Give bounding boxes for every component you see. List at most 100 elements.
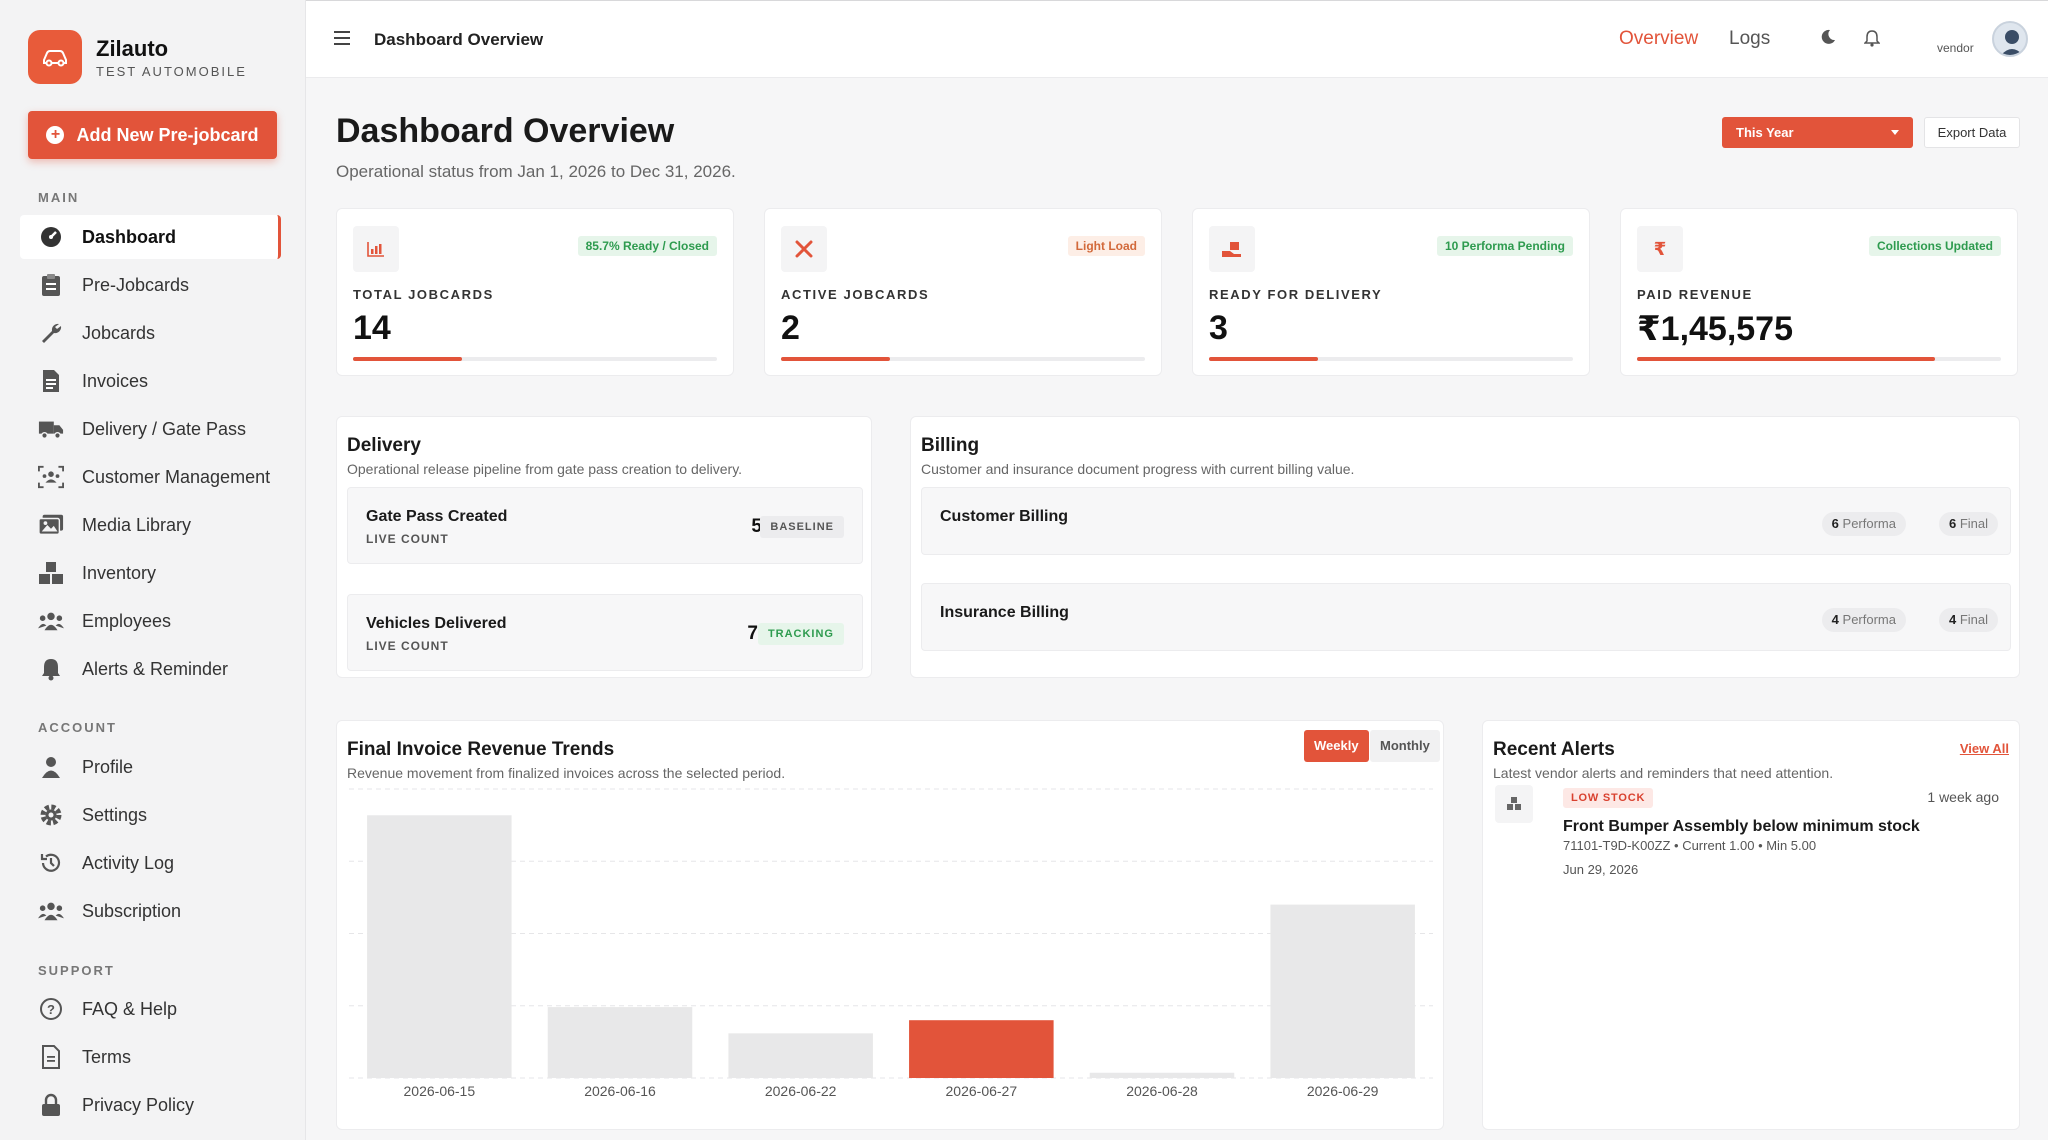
dashboard-icon (38, 224, 64, 250)
billing-subtitle: Customer and insurance document progress… (921, 461, 1355, 477)
sidebar-item-label: Activity Log (82, 852, 175, 873)
delivery-row-vehicles-delivered[interactable]: Vehicles Delivered LIVE COUNT 7 TRACKING (347, 594, 863, 671)
section-label-support: SUPPORT (38, 963, 115, 978)
view-all-link[interactable]: View All (1959, 741, 2009, 756)
sidebar-item-dashboard[interactable]: Dashboard (20, 215, 281, 259)
delivery-row-gate-pass[interactable]: Gate Pass Created LIVE COUNT 5 BASELINE (347, 487, 863, 564)
sidebar-item-privacy[interactable]: Privacy Policy (20, 1083, 281, 1127)
export-data-button[interactable]: Export Data (1924, 117, 2020, 148)
truck-icon (38, 416, 64, 442)
chart-bar[interactable] (547, 1007, 693, 1078)
user-name: vendor (1937, 41, 1974, 55)
stat-label: TOTAL JOBCARDS (353, 287, 494, 302)
bell-icon (38, 656, 64, 682)
monthly-toggle[interactable]: Monthly (1370, 730, 1440, 762)
sidebar-item-profile[interactable]: Profile (20, 745, 281, 789)
alert-time: 1 week ago (1927, 789, 1999, 805)
billing-row-customer[interactable]: Customer Billing 6 Performa 6 Final (921, 487, 2011, 555)
progress-bar (781, 357, 1145, 361)
sidebar-item-customer-management[interactable]: Customer Management (20, 455, 281, 499)
boxes-icon (38, 560, 64, 586)
row-subtitle: LIVE COUNT (366, 639, 449, 653)
tab-overview[interactable]: Overview (1619, 28, 1699, 49)
row-title: Customer Billing (940, 508, 1069, 525)
sidebar-item-jobcards[interactable]: Jobcards (20, 311, 281, 355)
row-tag: TRACKING (757, 623, 844, 645)
brand[interactable]: Zilauto TEST AUTOMOBILE (28, 30, 247, 84)
row-title: Vehicles Delivered (366, 615, 507, 632)
car-logo-icon (28, 30, 82, 84)
sidebar-item-terms[interactable]: Terms (20, 1035, 281, 1079)
performa-label: Performa (1842, 516, 1896, 531)
billing-row-insurance[interactable]: Insurance Billing 4 Performa 4 Final (921, 583, 2011, 651)
delivery-title: Delivery (347, 435, 421, 456)
row-title: Insurance Billing (940, 604, 1069, 621)
sidebar-item-pre-jobcards[interactable]: Pre-Jobcards (20, 263, 281, 307)
sidebar-item-label: Privacy Policy (82, 1094, 195, 1115)
chart-bar[interactable] (909, 1020, 1054, 1078)
images-icon (38, 512, 64, 538)
final-pill: 6 Final (1938, 512, 1998, 536)
avatar[interactable] (1992, 21, 2028, 57)
chart-bar[interactable] (1270, 904, 1415, 1078)
chart-bar[interactable] (728, 1033, 873, 1078)
sidebar-item-faq[interactable]: ? FAQ & Help (20, 987, 281, 1031)
x-tick-label: 2026-06-29 (1307, 1083, 1379, 1099)
alert-meta: 71101-T9D-K00ZZ • Current 1.00 • Min 5.0… (1563, 838, 1817, 853)
revenue-bar-chart: 2026-06-15 2026-06-16 2026-06-22 2026-06-27… (349, 788, 1433, 1099)
topbar: Dashboard Overview Overview Logs vendor (306, 0, 2048, 78)
x-tick-label: 2026-06-28 (1126, 1083, 1198, 1099)
weekly-toggle[interactable]: Weekly (1304, 730, 1369, 762)
notification-bell-icon[interactable] (1863, 29, 1881, 52)
page-subtitle: Operational status from Jan 1, 2026 to D… (336, 162, 736, 181)
sidebar-item-label: Terms (82, 1046, 131, 1067)
chart-bar[interactable] (1089, 1072, 1235, 1078)
sidebar-item-delivery[interactable]: Delivery / Gate Pass (20, 407, 281, 451)
inventory-alert-icon (1495, 785, 1533, 823)
status-badge: 10 Performa Pending (1436, 236, 1573, 256)
menu-icon[interactable] (334, 31, 350, 50)
wrench-icon (38, 320, 64, 346)
page-title: Dashboard Overview (336, 112, 675, 150)
progress-fill (353, 357, 463, 361)
lock-icon (38, 1092, 64, 1118)
x-tick-label: 2026-06-27 (946, 1083, 1018, 1099)
chart-bar[interactable] (367, 815, 512, 1078)
sidebar-item-label: Subscription (82, 900, 182, 921)
final-count: 4 (1948, 612, 1957, 627)
user-icon (38, 754, 64, 780)
sidebar-item-inventory[interactable]: Inventory (20, 551, 281, 595)
history-icon (38, 850, 64, 876)
progress-bar (1637, 357, 2001, 361)
users-icon (38, 608, 64, 634)
row-count: 5 (751, 516, 762, 537)
sidebar-item-activity-log[interactable]: Activity Log (20, 841, 281, 885)
sidebar-item-label: Media Library (82, 514, 192, 535)
sidebar-item-label: Settings (82, 804, 148, 825)
sidebar-item-label: Employees (82, 610, 172, 631)
sidebar-item-label: FAQ & Help (82, 998, 178, 1019)
sidebar-item-invoices[interactable]: Invoices (20, 359, 281, 403)
sidebar-item-alerts[interactable]: Alerts & Reminder (20, 647, 281, 691)
sidebar-item-settings[interactable]: Settings (20, 793, 281, 837)
section-label-main: MAIN (38, 190, 80, 205)
final-count: 6 (1948, 516, 1957, 531)
tab-logs[interactable]: Logs (1729, 28, 1771, 49)
brand-subtitle: TEST AUTOMOBILE (96, 63, 247, 79)
sidebar-item-label: Profile (82, 756, 134, 777)
clipboard-icon (38, 272, 64, 298)
sidebar-item-employees[interactable]: Employees (20, 599, 281, 643)
add-pre-jobcard-button[interactable]: + Add New Pre-jobcard (28, 111, 277, 159)
sidebar-item-subscription[interactable]: Subscription (20, 889, 281, 933)
row-tag: BASELINE (760, 516, 844, 538)
x-tick-label: 2026-06-15 (404, 1083, 476, 1099)
moon-icon[interactable] (1820, 29, 1836, 50)
period-select[interactable]: This Year (1722, 117, 1913, 148)
status-badge: Collections Updated (1868, 236, 2001, 256)
document-icon (38, 1044, 64, 1070)
sidebar-item-media-library[interactable]: Media Library (20, 503, 281, 547)
chart-icon (353, 226, 399, 272)
sidebar-item-label: Inventory (82, 562, 157, 583)
sidebar-item-label: Dashboard (82, 226, 177, 247)
brand-name: Zilauto (96, 35, 169, 61)
